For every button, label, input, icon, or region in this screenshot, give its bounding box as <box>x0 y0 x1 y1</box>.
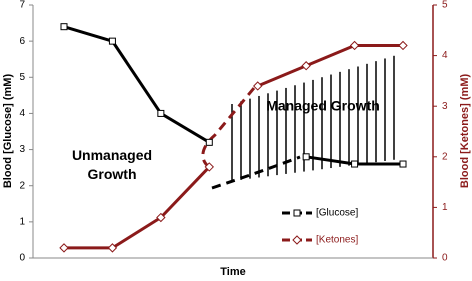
line-segment <box>159 165 211 219</box>
x-axis-label: Time <box>220 266 245 278</box>
marker <box>399 160 407 168</box>
y2-tick-label: 2 <box>442 151 448 162</box>
legend-marker <box>292 235 302 245</box>
line-segment <box>160 112 211 144</box>
y2-tick-label: 4 <box>442 50 448 61</box>
marker <box>398 40 408 51</box>
y2-tick-label: 3 <box>442 101 448 112</box>
marker <box>59 243 69 253</box>
y2-tick-label: 5 <box>442 0 448 11</box>
marker <box>107 243 118 253</box>
marker <box>60 23 68 31</box>
marker <box>156 212 166 223</box>
hatching <box>231 55 395 181</box>
annotation: Managed Growth <box>266 98 380 114</box>
y2-tick-label: 0 <box>442 253 448 264</box>
ketone-projection <box>201 87 256 169</box>
y-tick-label: 4 <box>19 108 25 119</box>
y-tick-label: 2 <box>19 180 25 191</box>
marker <box>205 138 213 146</box>
y-tick-label: 1 <box>19 216 25 227</box>
y2-axis-label: Blood [Ketones] (mM) <box>459 74 471 189</box>
legend-label: [Glucose] <box>316 208 358 219</box>
marker <box>301 61 311 71</box>
glucose-projection <box>211 155 301 190</box>
line-segment <box>111 40 163 115</box>
legend-marker <box>293 209 301 217</box>
marker <box>349 40 360 51</box>
marker <box>204 162 214 172</box>
y-axis-label: Blood [Glucose] (mM) <box>2 74 14 189</box>
y-tick-label: 7 <box>19 0 25 11</box>
marker <box>108 37 116 45</box>
line-segment <box>111 216 162 250</box>
line-segment <box>305 44 356 68</box>
line-segment <box>305 155 355 166</box>
y-tick-label: 5 <box>19 72 25 83</box>
line-segment <box>257 64 307 88</box>
line-segment <box>63 25 113 43</box>
marker <box>253 81 263 91</box>
annotation: Unmanaged Growth <box>72 147 152 182</box>
y-tick-label: 0 <box>19 253 25 264</box>
legend-label: [Ketones] <box>316 235 358 246</box>
marker <box>351 160 359 168</box>
y2-tick-label: 1 <box>442 202 448 213</box>
marker <box>157 109 165 117</box>
y-tick-label: 3 <box>19 144 25 155</box>
y-tick-label: 6 <box>19 36 25 47</box>
marker <box>302 153 310 161</box>
